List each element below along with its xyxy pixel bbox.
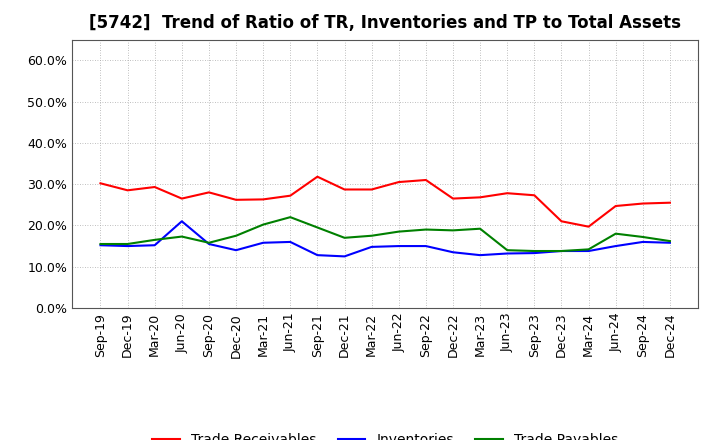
Trade Payables [178, 234, 186, 239]
Inventories [503, 251, 511, 256]
Title: [5742]  Trend of Ratio of TR, Inventories and TP to Total Assets: [5742] Trend of Ratio of TR, Inventories… [89, 15, 681, 33]
Trade Receivables [178, 196, 186, 201]
Inventories [232, 248, 240, 253]
Line: Trade Payables: Trade Payables [101, 217, 670, 251]
Trade Receivables [421, 177, 430, 183]
Trade Payables [367, 233, 376, 238]
Inventories [476, 253, 485, 258]
Trade Receivables [503, 191, 511, 196]
Inventories [611, 243, 620, 249]
Inventories [313, 253, 322, 258]
Trade Receivables [150, 184, 159, 190]
Inventories [123, 243, 132, 249]
Inventories [449, 249, 457, 255]
Inventories [639, 239, 647, 245]
Trade Payables [150, 237, 159, 242]
Inventories [584, 248, 593, 253]
Trade Receivables [557, 219, 566, 224]
Trade Receivables [313, 174, 322, 180]
Trade Receivables [584, 224, 593, 229]
Trade Payables [449, 228, 457, 233]
Inventories [395, 243, 403, 249]
Trade Payables [557, 248, 566, 253]
Trade Receivables [476, 194, 485, 200]
Trade Receivables [204, 190, 213, 195]
Trade Payables [204, 240, 213, 246]
Inventories [286, 239, 294, 245]
Trade Payables [476, 226, 485, 231]
Inventories [204, 242, 213, 247]
Trade Receivables [123, 188, 132, 193]
Trade Payables [639, 235, 647, 240]
Trade Payables [313, 225, 322, 230]
Trade Payables [611, 231, 620, 236]
Trade Receivables [530, 193, 539, 198]
Trade Payables [421, 227, 430, 232]
Trade Payables [584, 247, 593, 252]
Legend: Trade Receivables, Inventories, Trade Payables: Trade Receivables, Inventories, Trade Pa… [147, 428, 624, 440]
Trade Receivables [395, 180, 403, 185]
Trade Receivables [232, 197, 240, 202]
Inventories [530, 250, 539, 256]
Trade Receivables [286, 193, 294, 198]
Trade Payables [259, 222, 268, 227]
Trade Receivables [665, 200, 674, 205]
Trade Receivables [449, 196, 457, 201]
Trade Payables [665, 238, 674, 244]
Trade Receivables [639, 201, 647, 206]
Trade Payables [341, 235, 349, 240]
Trade Receivables [259, 197, 268, 202]
Trade Receivables [367, 187, 376, 192]
Inventories [557, 248, 566, 253]
Inventories [665, 240, 674, 246]
Trade Payables [530, 248, 539, 253]
Trade Receivables [611, 203, 620, 209]
Inventories [341, 254, 349, 259]
Trade Payables [286, 215, 294, 220]
Inventories [150, 242, 159, 248]
Inventories [367, 244, 376, 249]
Line: Trade Receivables: Trade Receivables [101, 177, 670, 227]
Trade Receivables [96, 181, 105, 186]
Inventories [259, 240, 268, 246]
Trade Payables [395, 229, 403, 234]
Line: Inventories: Inventories [101, 221, 670, 257]
Trade Payables [96, 242, 105, 247]
Inventories [96, 242, 105, 248]
Inventories [421, 243, 430, 249]
Trade Payables [123, 242, 132, 247]
Trade Payables [503, 248, 511, 253]
Inventories [178, 219, 186, 224]
Trade Payables [232, 233, 240, 238]
Trade Receivables [341, 187, 349, 192]
